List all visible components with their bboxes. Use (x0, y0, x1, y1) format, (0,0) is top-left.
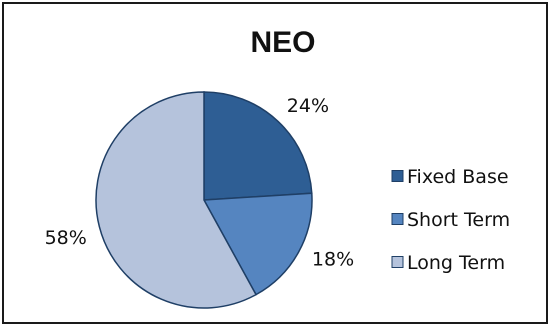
pie-slice-long-term (95, 91, 258, 309)
legend-label-fixed-base: Fixed Base (407, 166, 509, 188)
chart-title: NEO (250, 26, 315, 59)
legend-label-short-term: Short Term (407, 209, 510, 231)
legend: Fixed Base Short Term Long Term (391, 166, 510, 274)
legend-swatch-fixed-base (391, 170, 404, 182)
pie-slice-short-term (202, 192, 313, 296)
data-label-long-term: 58% (45, 227, 87, 249)
data-label-short-term: 18% (312, 248, 354, 270)
slice-labels: 24% 18% 58% (45, 95, 355, 270)
data-label-fixed-base: 24% (287, 95, 329, 117)
legend-swatch-short-term (391, 213, 404, 225)
legend-swatch-long-term (391, 256, 404, 268)
legend-label-long-term: Long Term (407, 252, 505, 274)
pie-slice-fixed-base (203, 91, 313, 201)
pie-slices (95, 91, 313, 309)
